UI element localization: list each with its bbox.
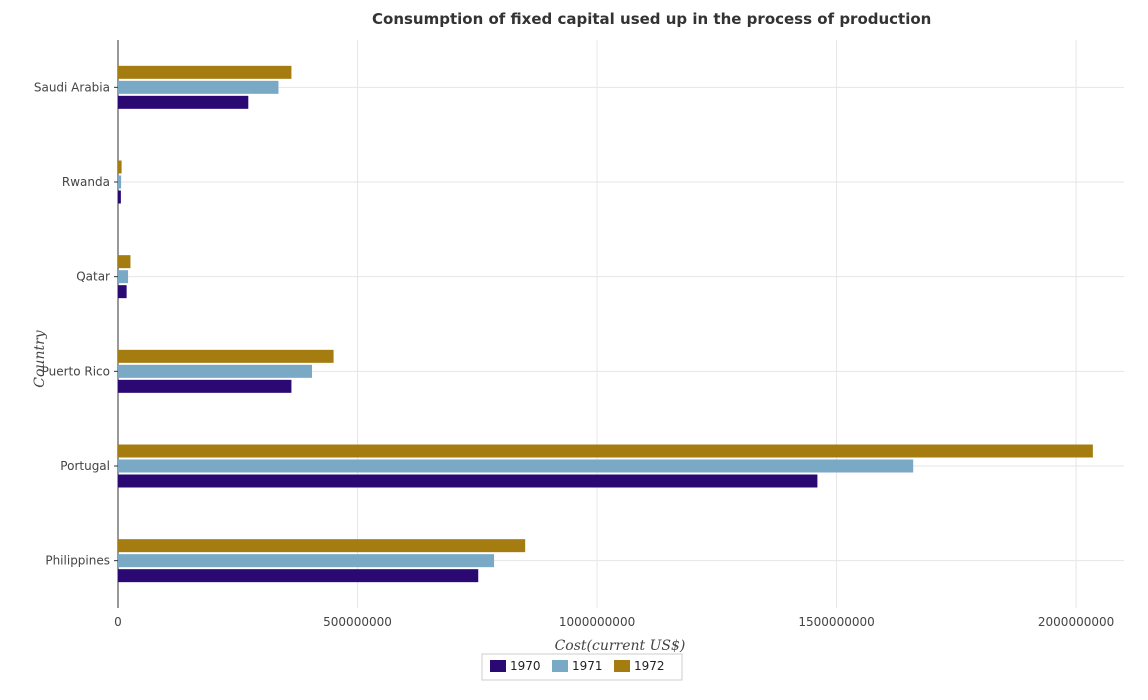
bar-portugal-1970: [118, 474, 818, 488]
x-tick-labels: 0 500000000 1000000000 1500000000 2000000000: [114, 615, 1114, 629]
y-tick-label: Puerto Rico: [42, 364, 110, 378]
bar-philippines-1970: [118, 569, 479, 583]
bar-saudi-arabia-1971: [118, 80, 279, 94]
bar-puerto-rico-1970: [118, 379, 292, 393]
bar-qatar-1972: [118, 255, 131, 269]
y-tick-labels: Philippines Portugal Puerto Rico Qatar Rwand…: [34, 80, 118, 568]
bar-rwanda-1970: [118, 190, 121, 204]
x-tick-label: 2000000000: [1038, 615, 1114, 629]
bar-qatar-1971: [118, 270, 129, 284]
bar-rwanda-1972: [118, 160, 122, 174]
bar-philippines-1971: [118, 554, 495, 568]
legend-label-1970: 1970: [510, 659, 541, 673]
legend-swatch-1970: [490, 660, 506, 672]
x-tick-label: 500000000: [323, 615, 392, 629]
legend-label-1971: 1971: [572, 659, 603, 673]
x-axis-label: Cost(current US$): [555, 638, 686, 654]
y-tick-label: Portugal: [60, 459, 110, 473]
legend-box: [481, 653, 683, 681]
bar-portugal-1971: [118, 459, 914, 473]
y-tick-label: Rwanda: [62, 175, 110, 189]
bar-philippines-1972: [118, 539, 526, 553]
y-tick-label: Qatar: [76, 270, 110, 284]
legend-swatch-1971: [552, 660, 568, 672]
bar-rwanda-1971: [118, 175, 122, 189]
legend-label-1972: 1972: [634, 659, 665, 673]
y-tick-label: Philippines: [45, 554, 110, 568]
bar-portugal-1972: [118, 444, 1093, 458]
x-tick-label: 1500000000: [798, 615, 874, 629]
y-axis-label: Country: [32, 329, 48, 387]
bar-qatar-1970: [118, 285, 127, 299]
bar-puerto-rico-1971: [118, 364, 313, 378]
bar-saudi-arabia-1970: [118, 95, 249, 109]
x-tick-label: 0: [114, 615, 122, 629]
x-tick-label: 1000000000: [559, 615, 635, 629]
bar-puerto-rico-1972: [118, 349, 334, 363]
legend: 1970 1971 1972: [481, 653, 683, 681]
chart-title: Consumption of fixed capital used up in …: [372, 10, 931, 28]
y-tick-label: Saudi Arabia: [34, 80, 110, 94]
grid: [117, 40, 1124, 608]
bar-saudi-arabia-1972: [118, 65, 292, 79]
bars: [118, 65, 1093, 583]
legend-swatch-1972: [614, 660, 630, 672]
